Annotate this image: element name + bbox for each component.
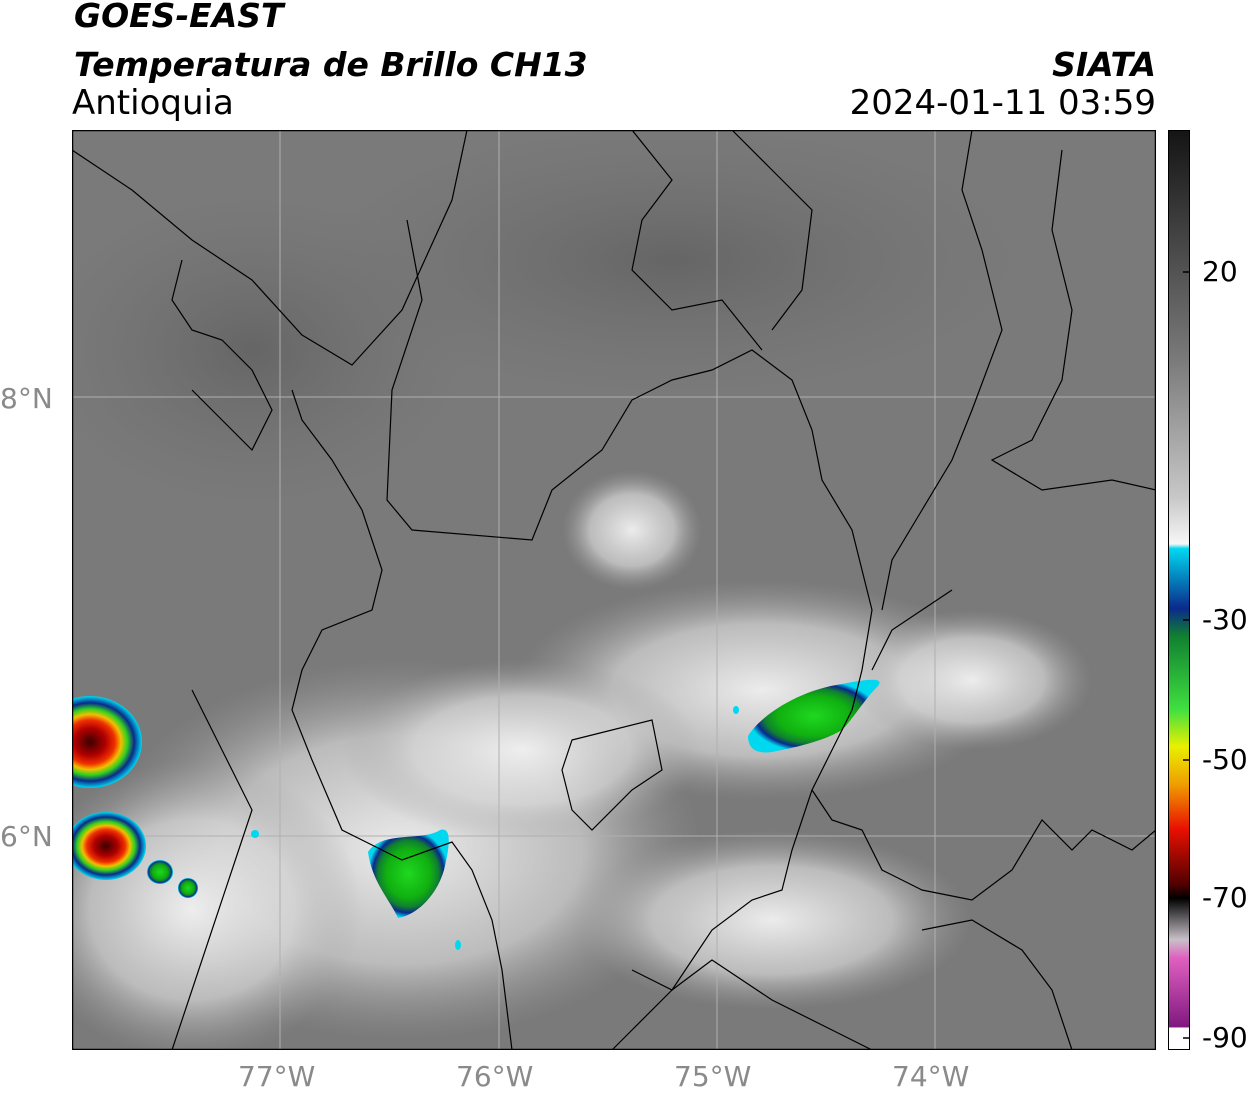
borders bbox=[72, 130, 1156, 1050]
map-frame bbox=[72, 130, 1156, 1050]
satellite-map bbox=[72, 130, 1156, 1050]
department-border bbox=[921, 919, 1073, 1050]
colorbar-label-minus90: -90 bbox=[1202, 1021, 1248, 1054]
colorbar-label-minus50: -50 bbox=[1202, 743, 1248, 776]
storm-cell bbox=[72, 812, 146, 880]
bright-cloud-region bbox=[572, 830, 972, 1010]
department-border bbox=[731, 130, 813, 331]
temperature-colorbar bbox=[1168, 130, 1190, 1050]
department-border bbox=[631, 130, 763, 351]
lon-label-74w: 74°W bbox=[892, 1060, 970, 1093]
bright-cloud-region bbox=[562, 470, 702, 590]
lon-label-77w: 77°W bbox=[238, 1060, 316, 1093]
colorbar-gradient bbox=[1168, 130, 1190, 1050]
colorbar-label-20: 20 bbox=[1202, 255, 1238, 288]
bright-cloud-region bbox=[342, 660, 702, 840]
department-border bbox=[871, 589, 953, 671]
product-title: Temperatura de Brillo CH13 bbox=[74, 45, 588, 84]
colorbar-label-minus30: -30 bbox=[1202, 603, 1248, 636]
department-border bbox=[386, 219, 873, 1050]
organization-label: SIATA bbox=[1052, 45, 1156, 84]
datetime-label: 2024-01-11 03:59 bbox=[849, 83, 1156, 123]
department-border bbox=[291, 389, 513, 1050]
coastline bbox=[72, 130, 468, 366]
storm-cell bbox=[733, 706, 739, 714]
lat-label-6n: 6°N bbox=[0, 820, 53, 853]
storm-cell bbox=[147, 860, 173, 884]
lat-label-8n: 8°N bbox=[0, 382, 53, 415]
department-border bbox=[990, 149, 1156, 491]
storm-cells bbox=[72, 679, 880, 950]
region-label: Antioquia bbox=[72, 83, 234, 123]
storm-cell bbox=[748, 679, 880, 753]
bright-cloud-region bbox=[72, 760, 362, 1050]
department-border bbox=[561, 719, 663, 831]
storm-cell bbox=[178, 878, 198, 898]
coastline bbox=[171, 689, 253, 1050]
lon-label-76w: 76°W bbox=[456, 1060, 534, 1093]
department-border bbox=[811, 789, 1156, 901]
storm-cell bbox=[251, 830, 259, 838]
lon-label-75w: 75°W bbox=[674, 1060, 752, 1093]
dark-cloud-region bbox=[312, 130, 1032, 400]
satellite-title: GOES-EAST bbox=[74, 0, 284, 35]
colorbar-frame bbox=[1168, 130, 1190, 1050]
colorbar-ticks bbox=[1183, 271, 1190, 1039]
storm-cell bbox=[72, 696, 142, 788]
storm-cell bbox=[455, 940, 461, 950]
colorbar-label-minus70: -70 bbox=[1202, 881, 1248, 914]
coastline bbox=[171, 259, 273, 452]
department-border bbox=[631, 959, 873, 1050]
bright-cloud-region bbox=[852, 610, 1092, 750]
dark-cloud-region bbox=[72, 190, 472, 510]
department-border bbox=[881, 130, 1003, 611]
storm-cell bbox=[368, 829, 449, 918]
